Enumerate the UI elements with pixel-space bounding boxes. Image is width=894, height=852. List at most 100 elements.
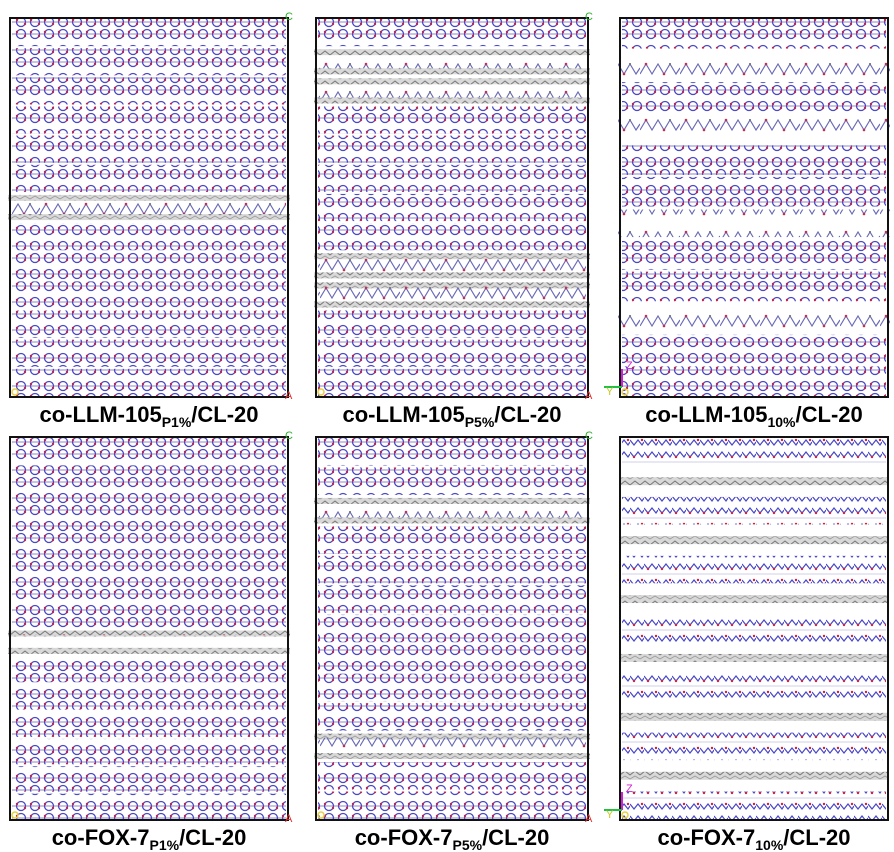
polymer-layer: [314, 97, 590, 103]
crystal-layer: [12, 739, 286, 764]
axis-label: Z: [626, 360, 633, 372]
polymer-layer: [8, 648, 290, 654]
polymer-chain: [12, 199, 286, 216]
polymer-chain: [618, 210, 890, 238]
crystal-layer: [318, 467, 586, 494]
crystal-layer: [12, 340, 286, 367]
crystal-layer: [318, 136, 586, 163]
polymer-chain: [318, 82, 586, 99]
panel-label: co-LLM-10510%/CL-20: [645, 402, 863, 430]
crystal-layer: [622, 19, 886, 49]
panel: C Aco-FOX-7P1%/CL-20: [8, 430, 293, 852]
panel: C Aco-FOX-7P5%/CL-20: [314, 430, 593, 852]
corner-label: A: [285, 390, 293, 402]
crystal-layer: [622, 674, 886, 701]
crystal-layer: [12, 106, 286, 133]
crystal-layer: [622, 145, 886, 175]
label-tail: /CL-20: [191, 402, 258, 427]
label-sub: P5%: [452, 837, 482, 852]
crystal-layer: [12, 465, 286, 490]
label-sub: P1%: [149, 837, 179, 852]
crystal-layer: [12, 684, 286, 709]
polymer-layer: [620, 713, 888, 721]
polymer-chain: [318, 257, 586, 274]
label-sub: 10%: [767, 414, 796, 430]
crystal-layer: [12, 794, 286, 819]
panel-label: co-FOX-710%/CL-20: [657, 825, 850, 852]
polymer-chain: [318, 53, 586, 70]
corner-label: A: [585, 813, 593, 825]
crystal-layer: [622, 366, 886, 396]
polymer-layer: [314, 272, 590, 278]
label-tail: /CL-20: [796, 402, 863, 427]
polymer-layer: [314, 68, 590, 74]
corner-label: C: [285, 430, 293, 442]
crystal-layer: [12, 19, 286, 46]
crystal-layer: [12, 48, 286, 75]
crystal-layer: [318, 644, 586, 671]
crystal-layer: [12, 223, 286, 250]
crystal-layer: [318, 703, 586, 730]
crystal-layer: [318, 615, 586, 642]
label-tail: /CL-20: [783, 825, 850, 850]
crystal-layer: [622, 335, 886, 365]
polymer-layer: [620, 536, 888, 544]
crystal-layer: [318, 556, 586, 583]
label-tail: /CL-20: [179, 825, 246, 850]
polymer-layer: [8, 214, 290, 220]
crystal-layer: [318, 585, 586, 612]
polymer-chain: [12, 635, 286, 650]
corner-label: A: [585, 390, 593, 402]
crystal-layer: [12, 369, 286, 396]
panel-label: co-FOX-7P5%/CL-20: [355, 825, 550, 852]
polymer-layer: [620, 772, 888, 780]
label-main: co-FOX-7: [52, 825, 150, 850]
label-main: co-FOX-7: [657, 825, 755, 850]
crystal-layer: [12, 657, 286, 682]
crystal-layer: [622, 556, 886, 583]
crystal-layer: [12, 281, 286, 308]
crystal-layer: [318, 792, 586, 819]
crystal-layer: [12, 766, 286, 791]
crystal-layer: [318, 438, 586, 465]
crystal-layer: [12, 520, 286, 545]
crystal-layer: [318, 19, 586, 46]
crystal-layer: [622, 177, 886, 207]
figure: C Aco-LLM-105P1%/CL-20 CAco-LLM-105P5%/CL-…: [0, 0, 894, 852]
crystal-layer: [318, 340, 586, 367]
crystal-layer: [622, 733, 886, 760]
panel-label: co-LLM-105P1%/CL-20: [39, 402, 258, 430]
crystal-layer: [622, 615, 886, 642]
crystal-layer: [318, 165, 586, 192]
polymer-layer: [620, 477, 888, 485]
polymer-chain: [318, 502, 586, 519]
label-sub: 10%: [755, 837, 784, 852]
polymer-chain: [318, 286, 586, 303]
corner-label: A: [285, 813, 293, 825]
crystal-layer: [318, 526, 586, 553]
corner-label: C: [285, 11, 293, 23]
crystal-layer: [318, 223, 586, 250]
polymer-layer: [314, 517, 590, 523]
label-tail: /CL-20: [482, 825, 549, 850]
crystal-layer: [12, 602, 286, 627]
crystal-layer: [318, 311, 586, 338]
polymer-chain: [318, 738, 586, 755]
crystal-layer: [622, 792, 886, 819]
crystal-layer: [12, 252, 286, 279]
crystal-layer: [622, 497, 886, 524]
crystal-layer: [12, 547, 286, 572]
crystal-layer: [318, 369, 586, 396]
crystal-layer: [12, 311, 286, 338]
crystal-layer: [622, 438, 886, 465]
label-tail: /CL-20: [494, 402, 561, 427]
polymer-chain: [618, 304, 890, 332]
crystal-layer: [318, 106, 586, 133]
crystal-layer: [318, 194, 586, 221]
corner-label: C: [585, 430, 593, 442]
crystal-layer: [318, 674, 586, 701]
crystal-layer: [12, 493, 286, 518]
